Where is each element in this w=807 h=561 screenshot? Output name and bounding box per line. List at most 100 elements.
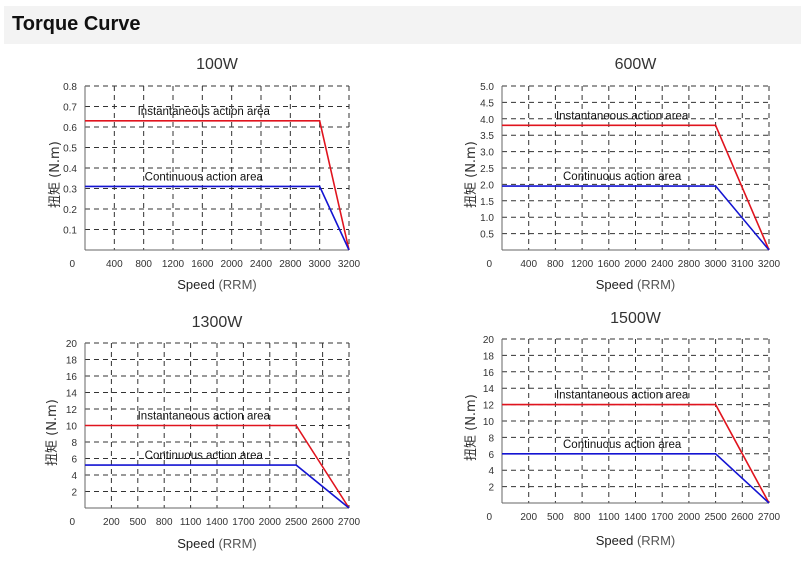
chart-600w-xunit: (RRM) bbox=[633, 277, 676, 292]
chart-1500w-y-tick-label: 4 bbox=[488, 466, 494, 477]
chart-600w-x-tick-label: 3200 bbox=[758, 259, 781, 270]
chart-600w-y-tick-label: 3.5 bbox=[480, 131, 494, 142]
chart-100w-x-tick-label: 1200 bbox=[162, 259, 185, 270]
chart-1500w-y-tick-label: 6 bbox=[488, 450, 494, 461]
chart-1500w-y-tick-label: 20 bbox=[483, 335, 495, 346]
chart-600w-x-tick-label: 2800 bbox=[678, 259, 701, 270]
chart-100w-title: 100W bbox=[196, 56, 238, 73]
chart-100w-xunit: (RRM) bbox=[214, 277, 257, 292]
chart-1500w-x-tick-label: 1700 bbox=[651, 512, 674, 523]
chart-1300w-y-tick-label: 18 bbox=[66, 356, 78, 367]
chart-1500w-y-tick-label: 2 bbox=[488, 483, 494, 494]
chart-1500w-x-tick-label: 1100 bbox=[598, 512, 620, 523]
chart-100w-x-tick-label: 400 bbox=[106, 259, 123, 270]
header-bar: Torque Curve bbox=[4, 6, 801, 44]
chart-1500w-x-tick-label: 800 bbox=[574, 512, 591, 523]
chart-1300w-x-tick-label: 2700 bbox=[338, 517, 361, 528]
chart-1300w-ylabel: 扭矩 (N.m) bbox=[45, 398, 60, 466]
chart-600w-y-tick-label: 0.5 bbox=[480, 230, 494, 241]
chart-100w-y-tick-label: 0.1 bbox=[63, 226, 77, 237]
chart-100w-label-continuous: Continuous action area bbox=[145, 171, 264, 183]
chart-600w-series-instantaneous bbox=[502, 124, 770, 251]
chart-600w-ylabel: 扭矩 (N.m) bbox=[464, 141, 479, 208]
chart-1300w-y-tick-label: 12 bbox=[66, 405, 78, 416]
chart-1500w-xlabel-text: Speed bbox=[595, 533, 634, 548]
chart-600w-y-tick-label: 3.0 bbox=[480, 148, 494, 159]
chart-100w-y-tick-label: 0.2 bbox=[63, 205, 77, 216]
chart-600w-y-tick-label: 2.5 bbox=[480, 164, 494, 175]
chart-1300w-x-tick-label: 2500 bbox=[285, 517, 308, 528]
chart-1300w-y-tick-label: 20 bbox=[66, 339, 78, 350]
chart-1300w-x-tick-label: 200 bbox=[103, 517, 120, 528]
chart-600w-label-continuous: Continuous action area bbox=[563, 171, 682, 183]
chart-1500w-xlabel: Speed (RRM) bbox=[596, 533, 675, 548]
chart-1300w-y-tick-label: 8 bbox=[71, 438, 77, 449]
chart-100w-y-tick-label: 0.7 bbox=[63, 103, 77, 114]
chart-600w-y-tick-label: 1.5 bbox=[480, 197, 494, 208]
chart-600w-xlabel-text: Speed bbox=[595, 277, 634, 292]
chart-1300w-x-tick-label: 2000 bbox=[259, 517, 282, 528]
chart-1500w-x-tick-label: 2700 bbox=[758, 512, 781, 523]
chart-100w-y-tick-label: 0.5 bbox=[63, 144, 77, 155]
chart-1500w-y-tick-label: 18 bbox=[483, 351, 495, 362]
chart-600w-x-tick-label: 2400 bbox=[651, 259, 674, 270]
chart-100w-series-instantaneous bbox=[85, 120, 350, 251]
chart-100w-y-tick-label: 0.8 bbox=[63, 82, 77, 93]
chart-100w-x-tick-label: 1600 bbox=[191, 259, 214, 270]
chart-600w-x-tick-label: 1600 bbox=[598, 259, 621, 270]
chart-1300w-y-tick-label: 14 bbox=[66, 389, 78, 400]
chart-1300w-x-tick-label: 1100 bbox=[180, 517, 202, 528]
chart-1500w-series-continuous bbox=[502, 452, 770, 504]
chart-1300w-y-tick-label: 10 bbox=[66, 422, 78, 433]
chart-100w-series-continuous bbox=[85, 185, 350, 251]
chart-1300w-x-tick-label: 800 bbox=[156, 517, 173, 528]
chart-1500w-x-tick-label: 2500 bbox=[704, 512, 727, 523]
chart-1300w-y-tick-label: 6 bbox=[71, 455, 77, 466]
chart-100w-x-tick-label: 2000 bbox=[221, 259, 244, 270]
chart-600w-y-tick-label: 4.5 bbox=[480, 98, 494, 109]
chart-600w-x-tick-label: 800 bbox=[547, 259, 564, 270]
chart-1300w-origin-label: 0 bbox=[69, 517, 75, 528]
chart-1300w-x-tick-label: 1700 bbox=[232, 517, 255, 528]
chart-600w-x-tick-label: 400 bbox=[520, 259, 537, 270]
chart-600w-series-continuous bbox=[502, 185, 770, 251]
chart-1500w-y-tick-label: 10 bbox=[483, 417, 495, 428]
chart-600w-x-tick-label: 1200 bbox=[571, 259, 594, 270]
chart-1300w-series-continuous bbox=[85, 464, 350, 509]
chart-1300w-x-tick-label: 1400 bbox=[206, 517, 229, 528]
chart-1500w-y-tick-label: 14 bbox=[483, 384, 495, 395]
chart-1500w-x-tick-label: 2000 bbox=[678, 512, 701, 523]
chart-1500w-series-instantaneous bbox=[502, 403, 770, 504]
chart-1500w-y-tick-label: 8 bbox=[488, 433, 494, 444]
chart-600w-y-tick-label: 2.0 bbox=[480, 180, 494, 191]
chart-1500w-xunit: (RRM) bbox=[633, 533, 676, 548]
chart-1300w-label-continuous: Continuous action area bbox=[145, 450, 264, 462]
chart-1500w-label-instantaneous: Instantaneous action area bbox=[556, 390, 689, 402]
chart-600w-label-instantaneous: Instantaneous action area bbox=[556, 110, 689, 122]
chart-100w-y-tick-label: 0.4 bbox=[63, 164, 77, 175]
chart-1500w-title: 1500W bbox=[610, 310, 661, 327]
chart-100w-x-tick-label: 800 bbox=[135, 259, 152, 270]
chart-1500w-ylabel: 扭矩 (N.m) bbox=[464, 394, 479, 461]
chart-1500w-label-continuous: Continuous action area bbox=[563, 439, 682, 451]
chart-100w-ylabel: 扭矩 (N.m) bbox=[48, 141, 63, 208]
chart-600w-origin-label: 0 bbox=[486, 259, 492, 270]
chart-100w-origin-label: 0 bbox=[69, 259, 75, 270]
chart-1500w-origin-label: 0 bbox=[486, 512, 492, 523]
page-title: Torque Curve bbox=[12, 13, 141, 35]
chart-100w-x-tick-label: 3200 bbox=[338, 259, 361, 270]
chart-100w-y-tick-label: 0.6 bbox=[63, 123, 77, 134]
chart-1300w-x-tick-label: 2600 bbox=[311, 517, 334, 528]
chart-100w-y-tick-label: 0.3 bbox=[63, 185, 77, 196]
chart-1300w-series-instantaneous bbox=[85, 424, 350, 509]
chart-1300w-xunit: (RRM) bbox=[214, 536, 257, 551]
chart-1300w-title: 1300W bbox=[191, 314, 243, 331]
chart-600w-y-tick-label: 1.0 bbox=[480, 213, 494, 224]
chart-600w-x-tick-label: 2000 bbox=[624, 259, 647, 270]
chart-100w-label-instantaneous: Instantaneous action area bbox=[138, 106, 271, 118]
chart-1300w-x-tick-label: 500 bbox=[129, 517, 146, 528]
chart-600w-title: 600W bbox=[614, 56, 657, 73]
